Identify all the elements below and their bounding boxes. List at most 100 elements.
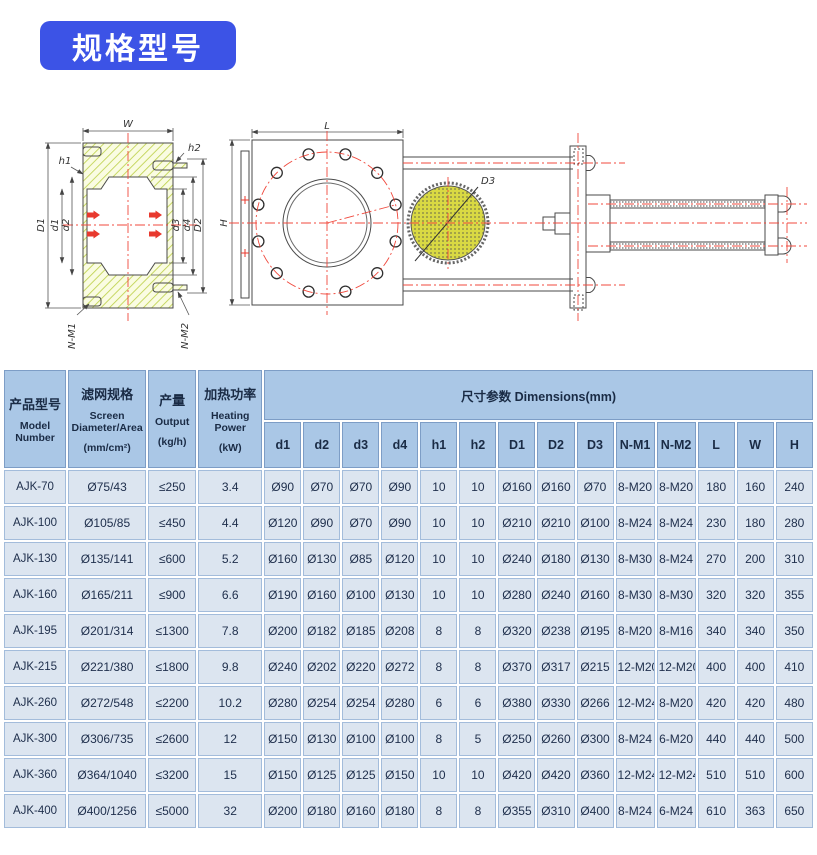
dim-label-d1: d1 xyxy=(50,219,61,232)
value-cell: Ø202 xyxy=(303,650,341,684)
model-cell: AJK-195 xyxy=(4,614,67,648)
col-header-heating: 加热功率 Heating Power (kW) xyxy=(198,370,263,468)
value-cell: 420 xyxy=(697,686,735,720)
value-cell: 8 xyxy=(420,650,458,684)
value-cell: 3.4 xyxy=(198,470,263,504)
dim-col-header: D1 xyxy=(498,422,536,468)
value-cell: 510 xyxy=(736,758,774,792)
plate-marks xyxy=(241,196,249,257)
value-cell: Ø130 xyxy=(381,578,419,612)
value-cell: 12-M24 xyxy=(656,758,696,792)
dim-label-D1: D1 xyxy=(36,218,47,232)
value-cell: Ø125 xyxy=(342,758,380,792)
value-cell: Ø70 xyxy=(342,470,380,504)
spec-table-body: AJK-70 Ø75/43 ≤250 3.4 Ø90 Ø70 Ø70 Ø90 10 10 Ø160 Ø… xyxy=(4,470,813,828)
value-cell: Ø320 xyxy=(498,614,536,648)
value-cell: Ø160 xyxy=(303,578,341,612)
value-cell: 8-M30 xyxy=(615,542,655,576)
value-cell: 10 xyxy=(420,758,458,792)
value-cell: 8 xyxy=(420,794,458,828)
value-cell: Ø306/735 xyxy=(68,722,147,756)
col-header-heating-en: Heating Power xyxy=(210,410,250,434)
dim-col-header: d3 xyxy=(342,422,380,468)
value-cell: Ø120 xyxy=(264,506,302,540)
value-cell: 8-M20 xyxy=(615,614,655,648)
table-row: AJK-100 Ø105/85 ≤450 4.4 Ø120 Ø90 Ø70 Ø90 10 10 Ø2… xyxy=(4,506,813,540)
dim-col-header: h1 xyxy=(420,422,458,468)
value-cell: 180 xyxy=(736,506,774,540)
value-cell: Ø100 xyxy=(342,578,380,612)
table-row: AJK-300 Ø306/735 ≤2600 12 Ø150 Ø130 Ø100 Ø100 8 5… xyxy=(4,722,813,756)
table-row: AJK-360 Ø364/1040 ≤3200 15 Ø150 Ø125 Ø125 Ø150 1… xyxy=(4,758,813,792)
value-cell: Ø160 xyxy=(264,542,302,576)
value-cell: 510 xyxy=(697,758,735,792)
dim-label-h1: h1 xyxy=(59,156,72,167)
col-header-screen: 滤网规格 Screen Diameter/Area (mm/cm²) xyxy=(68,370,147,468)
value-cell: 440 xyxy=(697,722,735,756)
value-cell: 355 xyxy=(775,578,813,612)
dim-label-D2: D2 xyxy=(193,218,204,232)
value-cell: Ø420 xyxy=(537,758,575,792)
value-cell: Ø100 xyxy=(576,506,614,540)
technical-drawing: W h1 h2 D1 d1 d2 d3 d4 D2 N-M1 N-M2 xyxy=(25,103,815,360)
value-cell: 6.6 xyxy=(198,578,263,612)
value-cell: Ø180 xyxy=(303,794,341,828)
value-cell: Ø75/43 xyxy=(68,470,147,504)
value-cell: Ø190 xyxy=(264,578,302,612)
table-row: AJK-400 Ø400/1256 ≤5000 32 Ø200 Ø180 Ø160 Ø180 8… xyxy=(4,794,813,828)
value-cell: 400 xyxy=(736,650,774,684)
value-cell: Ø150 xyxy=(264,722,302,756)
value-cell: ≤250 xyxy=(148,470,197,504)
value-cell: Ø180 xyxy=(381,794,419,828)
value-cell: Ø420 xyxy=(498,758,536,792)
value-cell: Ø215 xyxy=(576,650,614,684)
value-cell: Ø120 xyxy=(381,542,419,576)
dim-col-header: h2 xyxy=(459,422,497,468)
model-cell: AJK-360 xyxy=(4,758,67,792)
value-cell: 280 xyxy=(775,506,813,540)
value-cell: Ø70 xyxy=(576,470,614,504)
value-cell: 8-M16 xyxy=(656,614,696,648)
dimension-subheader-row: d1 d2 d3 d4 h1 h2 D1 D2 D3 N-M1 N-M2 L W H xyxy=(4,422,813,468)
value-cell: Ø400/1256 xyxy=(68,794,147,828)
col-header-output: 产量 Output (kg/h) xyxy=(148,370,197,468)
value-cell: 10 xyxy=(459,542,497,576)
value-cell: 12-M24 xyxy=(615,758,655,792)
value-cell: Ø220 xyxy=(342,650,380,684)
model-cell: AJK-260 xyxy=(4,686,67,720)
side-centerlines xyxy=(229,131,807,321)
dim-label-nm2: N-M2 xyxy=(180,323,191,349)
value-cell: Ø130 xyxy=(576,542,614,576)
dim-col-header: H xyxy=(775,422,813,468)
col-header-dimensions: 尺寸参数 Dimensions(mm) xyxy=(264,370,813,420)
value-cell: Ø200 xyxy=(264,794,302,828)
value-cell: 12-M20 xyxy=(656,650,696,684)
dim-col-header: d2 xyxy=(303,422,341,468)
value-cell: Ø90 xyxy=(264,470,302,504)
value-cell: 320 xyxy=(736,578,774,612)
value-cell: Ø360 xyxy=(576,758,614,792)
value-cell: 340 xyxy=(736,614,774,648)
value-cell: Ø90 xyxy=(381,506,419,540)
value-cell: 8 xyxy=(420,614,458,648)
value-cell: ≤1800 xyxy=(148,650,197,684)
value-cell: Ø150 xyxy=(264,758,302,792)
section-view: W h1 h2 D1 d1 d2 d3 d4 D2 N-M1 N-M2 xyxy=(36,119,207,349)
dim-label-d2: d2 xyxy=(61,219,72,232)
dim-col-header: N-M2 xyxy=(656,422,696,468)
value-cell: Ø150 xyxy=(381,758,419,792)
col-header-heating-unit: (kW) xyxy=(218,442,242,454)
col-header-output-zh: 产量 xyxy=(159,393,186,408)
value-cell: 10 xyxy=(459,578,497,612)
value-cell: 4.4 xyxy=(198,506,263,540)
value-cell: Ø240 xyxy=(498,542,536,576)
value-cell: 650 xyxy=(775,794,813,828)
value-cell: ≤1300 xyxy=(148,614,197,648)
value-cell: Ø300 xyxy=(576,722,614,756)
value-cell: Ø208 xyxy=(381,614,419,648)
value-cell: Ø260 xyxy=(537,722,575,756)
col-header-output-unit: (kg/h) xyxy=(157,436,187,448)
value-cell: 8 xyxy=(459,650,497,684)
col-header-heating-zh: 加热功率 xyxy=(204,387,257,402)
